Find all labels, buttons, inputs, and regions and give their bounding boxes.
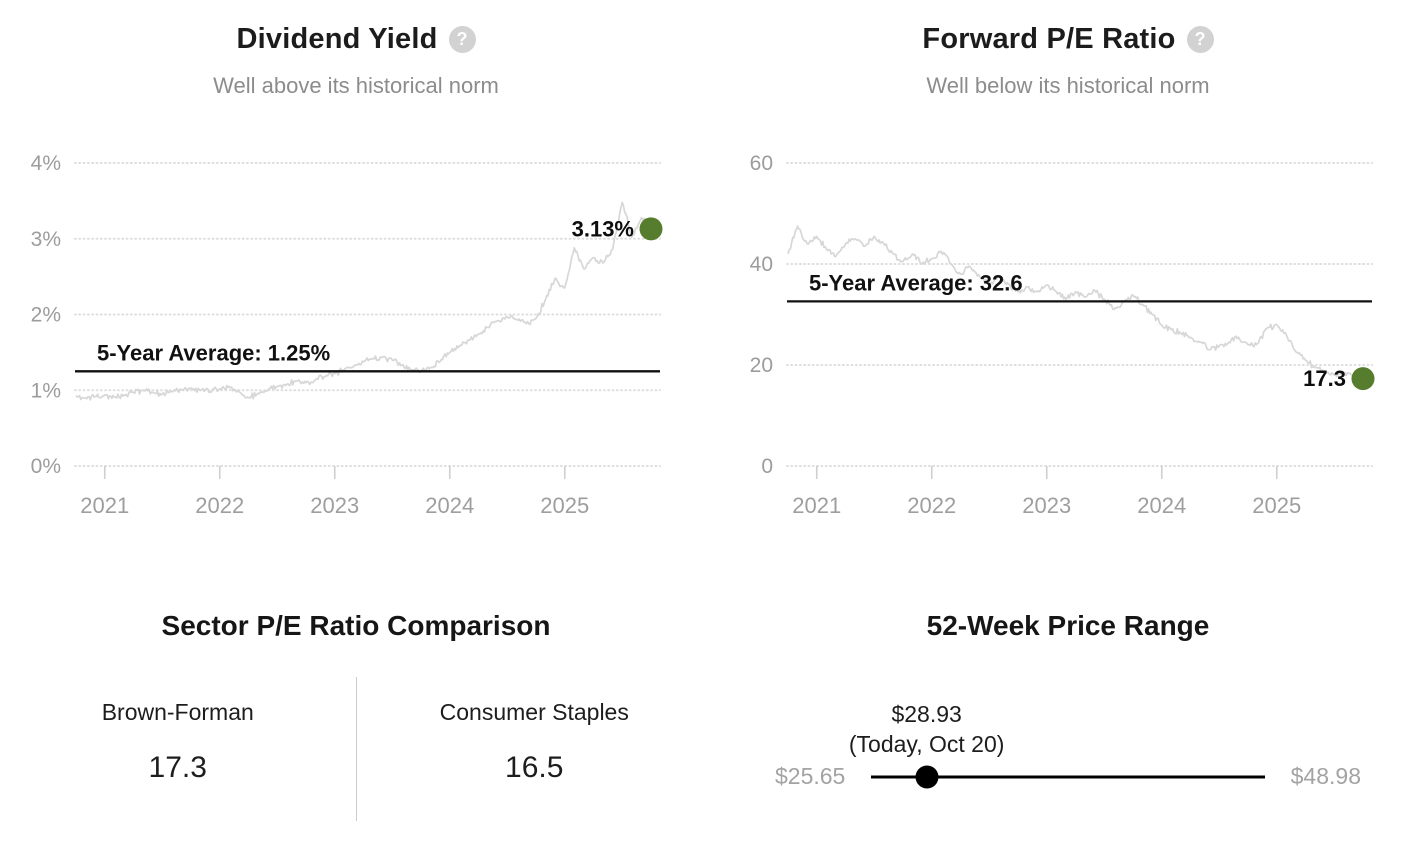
svg-text:3%: 3% <box>31 228 61 251</box>
chart-title: Forward P/E Ratio <box>922 23 1176 55</box>
svg-text:2%: 2% <box>31 304 61 327</box>
sector-entry-value: 16.5 <box>505 751 564 784</box>
range-line <box>871 775 1265 778</box>
svg-text:2023: 2023 <box>1022 493 1071 518</box>
sector-entry-sector: Consumer Staples 16.5 <box>355 677 713 821</box>
forward-pe-panel: Forward P/E Ratio ? Well below its histo… <box>712 0 1424 525</box>
section-title: Sector P/E Ratio Comparison <box>161 610 551 641</box>
svg-text:60: 60 <box>750 152 773 175</box>
svg-text:5-Year Average: 32.6: 5-Year Average: 32.6 <box>809 270 1023 295</box>
range-track: $28.93 (Today, Oct 20) <box>849 701 1265 789</box>
range-low-label: $25.65 <box>775 763 846 789</box>
dividend-yield-line-chart: 4% 3% 2% 1% 0% 2021 2022 2023 2024 2025 5-Year Ave… <box>31 152 663 518</box>
svg-text:0%: 0% <box>31 455 61 478</box>
dividend-yield-panel: Dividend Yield ? Well above its historic… <box>0 0 712 525</box>
svg-text:40: 40 <box>750 253 773 276</box>
svg-text:2025: 2025 <box>1252 493 1301 518</box>
current-price-value: $28.93 <box>891 700 962 727</box>
svg-text:2022: 2022 <box>907 493 956 518</box>
chart-header: Forward P/E Ratio ? Well below its histo… <box>712 0 1424 99</box>
svg-text:2021: 2021 <box>80 493 129 518</box>
svg-text:2022: 2022 <box>195 493 244 518</box>
svg-text:2021: 2021 <box>792 493 841 518</box>
price-range-slider: $25.65 $28.93 (Today, Oct 20) $48.98 <box>775 701 1361 790</box>
svg-text:2024: 2024 <box>425 493 474 518</box>
chart-title: Dividend Yield <box>236 23 438 55</box>
svg-text:2024: 2024 <box>1137 493 1186 518</box>
current-price-date: (Today, Oct 20) <box>848 730 1005 757</box>
svg-text:2023: 2023 <box>310 493 359 518</box>
svg-text:0: 0 <box>761 455 773 478</box>
forward-pe-line-chart: 60 40 20 0 2021 2022 2023 2024 2025 5-Year Averag… <box>750 152 1375 518</box>
sector-entry-company: Brown-Forman 17.3 <box>0 677 356 821</box>
chart-header: Dividend Yield ? Well above its historic… <box>0 0 712 99</box>
section-title: 52-Week Price Range <box>926 610 1210 641</box>
current-price-callout: $28.93 (Today, Oct 20) <box>849 699 1005 760</box>
sector-comparison-columns: Brown-Forman 17.3 Consumer Staples 16.5 <box>0 677 712 821</box>
sector-entry-label: Brown-Forman <box>101 699 254 725</box>
chart-subtitle: Well above its historical norm <box>213 73 499 98</box>
range-high-label: $48.98 <box>1290 763 1361 789</box>
svg-text:17.3: 17.3 <box>1303 366 1346 391</box>
chart-subtitle: Well below its historical norm <box>926 73 1210 98</box>
svg-text:20: 20 <box>750 354 773 377</box>
svg-text:2025: 2025 <box>540 493 589 518</box>
question-mark-icon[interactable]: ? <box>448 25 476 53</box>
svg-text:1%: 1% <box>31 379 61 402</box>
sector-pe-comparison-panel: Sector P/E Ratio Comparison Brown-Forman… <box>0 525 712 846</box>
svg-text:5-Year Average: 1.25%: 5-Year Average: 1.25% <box>97 340 330 365</box>
sector-entry-label: Consumer Staples <box>439 699 629 725</box>
sector-entry-value: 17.3 <box>148 751 207 784</box>
question-mark-icon[interactable]: ? <box>1186 25 1214 53</box>
svg-text:4%: 4% <box>31 152 61 175</box>
price-range-panel: 52-Week Price Range $25.65 $28.93 (Today… <box>712 525 1424 846</box>
svg-text:3.13%: 3.13% <box>572 216 634 241</box>
range-current-dot <box>915 765 939 788</box>
